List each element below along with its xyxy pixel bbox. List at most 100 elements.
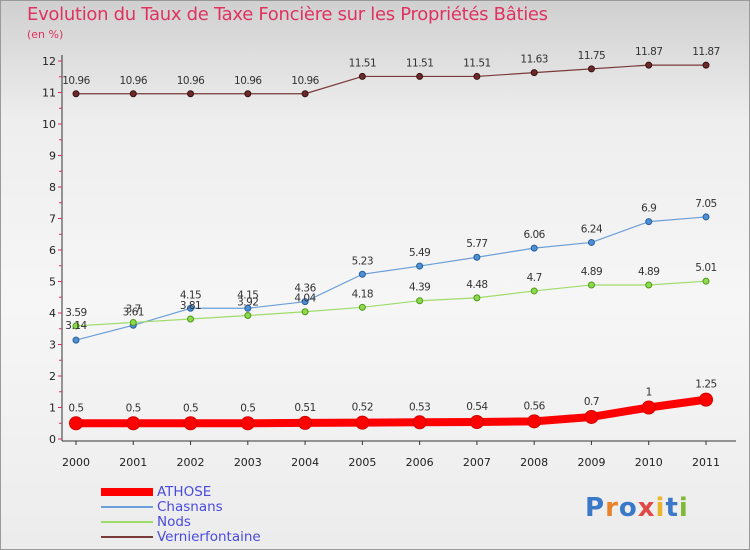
data-point-nods bbox=[301, 308, 309, 316]
data-label-nods: 5.01 bbox=[695, 262, 716, 274]
data-point-chasnans bbox=[473, 253, 481, 261]
legend-label: ATHOSE bbox=[157, 484, 212, 500]
y-tick-label: 7 bbox=[49, 213, 56, 226]
y-tick-label: 12 bbox=[42, 55, 56, 68]
logo-letter: x bbox=[637, 493, 656, 523]
data-label-chasnans: 3.14 bbox=[65, 320, 87, 332]
data-label-vernierfontaine: 11.51 bbox=[349, 57, 377, 69]
data-point-athose bbox=[298, 415, 313, 430]
data-point-vernierfontaine bbox=[702, 61, 710, 69]
data-point-nods bbox=[416, 297, 424, 305]
data-label-athose: 0.5 bbox=[68, 402, 83, 414]
data-label-nods: 3.59 bbox=[65, 307, 86, 319]
x-tick-label: 2000 bbox=[62, 456, 90, 469]
x-tick-label: 2006 bbox=[406, 456, 434, 469]
data-label-chasnans: 4.15 bbox=[180, 289, 201, 301]
data-point-athose bbox=[355, 415, 370, 430]
data-point-nods bbox=[702, 277, 710, 285]
legend-swatch bbox=[101, 536, 153, 538]
data-point-athose bbox=[641, 400, 656, 415]
data-label-chasnans: 6.9 bbox=[641, 203, 656, 215]
data-label-chasnans: 7.05 bbox=[695, 198, 716, 210]
logo-letter: r bbox=[605, 493, 619, 523]
x-tick-label: 2002 bbox=[177, 456, 205, 469]
data-point-vernierfontaine bbox=[473, 72, 481, 80]
data-point-vernierfontaine bbox=[358, 72, 366, 80]
data-point-vernierfontaine bbox=[72, 90, 80, 98]
data-point-vernierfontaine bbox=[645, 61, 653, 69]
data-point-vernierfontaine bbox=[187, 90, 195, 98]
data-point-nods bbox=[530, 287, 538, 295]
data-point-chasnans bbox=[187, 304, 195, 312]
data-label-nods: 4.7 bbox=[527, 272, 542, 284]
x-tick-label: 2005 bbox=[348, 456, 376, 469]
data-label-nods: 4.48 bbox=[466, 279, 487, 291]
series-line-nods bbox=[75, 280, 707, 327]
data-label-athose: 0.56 bbox=[523, 400, 545, 412]
chart-subtitle: (en %) bbox=[27, 28, 64, 41]
data-label-vernierfontaine: 11.87 bbox=[635, 46, 663, 58]
data-label-nods: 4.39 bbox=[409, 282, 430, 294]
data-point-nods bbox=[587, 281, 595, 289]
y-tick-label: 3 bbox=[49, 339, 56, 352]
data-point-nods bbox=[645, 281, 653, 289]
data-point-athose bbox=[126, 416, 141, 431]
data-label-nods: 3.81 bbox=[180, 300, 201, 312]
data-point-nods bbox=[473, 294, 481, 302]
data-label-athose: 0.7 bbox=[584, 396, 599, 408]
data-point-chasnans bbox=[301, 298, 309, 306]
data-label-athose: 0.5 bbox=[126, 402, 141, 414]
data-point-chasnans bbox=[72, 336, 80, 344]
x-tick-label: 2008 bbox=[520, 456, 548, 469]
data-point-chasnans bbox=[244, 304, 252, 312]
y-tick-label: 8 bbox=[49, 181, 56, 194]
data-label-athose: 0.54 bbox=[466, 401, 488, 413]
data-label-vernierfontaine: 10.96 bbox=[119, 75, 147, 87]
y-tick-label: 11 bbox=[42, 87, 56, 100]
data-label-vernierfontaine: 10.96 bbox=[234, 75, 262, 87]
legend-label: Nods bbox=[157, 514, 191, 530]
data-point-vernierfontaine bbox=[416, 72, 424, 80]
data-label-athose: 1.25 bbox=[695, 379, 716, 391]
logo-letter: i bbox=[655, 493, 666, 523]
logo-letter: i bbox=[678, 493, 689, 523]
data-label-chasnans: 5.23 bbox=[352, 255, 373, 267]
chart-title: Evolution du Taux de Taxe Foncière sur l… bbox=[27, 4, 548, 25]
data-label-athose: 1 bbox=[646, 387, 652, 399]
data-point-athose bbox=[527, 414, 542, 429]
data-label-athose: 0.53 bbox=[409, 401, 430, 413]
logo-letter: t bbox=[665, 493, 679, 523]
data-label-nods: 4.89 bbox=[638, 266, 659, 278]
data-point-nods bbox=[187, 315, 195, 323]
y-tick-label: 0 bbox=[49, 433, 56, 446]
legend-swatch bbox=[101, 521, 153, 523]
data-point-vernierfontaine bbox=[587, 65, 595, 73]
data-point-athose bbox=[584, 409, 599, 424]
data-label-athose: 0.5 bbox=[183, 402, 198, 414]
legend-swatch bbox=[101, 506, 153, 508]
data-point-athose bbox=[69, 416, 83, 431]
data-point-nods bbox=[129, 318, 137, 326]
data-point-nods bbox=[358, 303, 366, 311]
data-label-athose: 0.51 bbox=[294, 402, 315, 414]
logo-letter: P bbox=[585, 493, 606, 523]
data-label-nods: 4.04 bbox=[294, 293, 316, 305]
data-label-nods: 4.18 bbox=[352, 288, 373, 300]
data-point-athose bbox=[183, 416, 198, 431]
data-label-vernierfontaine: 10.96 bbox=[177, 75, 205, 87]
y-tick-label: 6 bbox=[49, 244, 56, 257]
data-point-athose bbox=[699, 392, 713, 407]
data-label-vernierfontaine: 11.51 bbox=[463, 57, 491, 69]
data-label-vernierfontaine: 11.87 bbox=[692, 46, 720, 58]
data-label-athose: 0.52 bbox=[352, 402, 373, 414]
data-label-chasnans: 4.15 bbox=[237, 289, 258, 301]
data-point-chasnans bbox=[530, 244, 538, 252]
data-point-vernierfontaine bbox=[301, 90, 309, 98]
y-tick-label: 1 bbox=[49, 402, 56, 415]
data-point-vernierfontaine bbox=[244, 90, 252, 98]
data-label-chasnans: 5.49 bbox=[409, 247, 430, 259]
series-line-chasnans bbox=[75, 216, 707, 341]
data-point-athose bbox=[412, 415, 427, 430]
data-label-nods: 4.89 bbox=[581, 266, 602, 278]
